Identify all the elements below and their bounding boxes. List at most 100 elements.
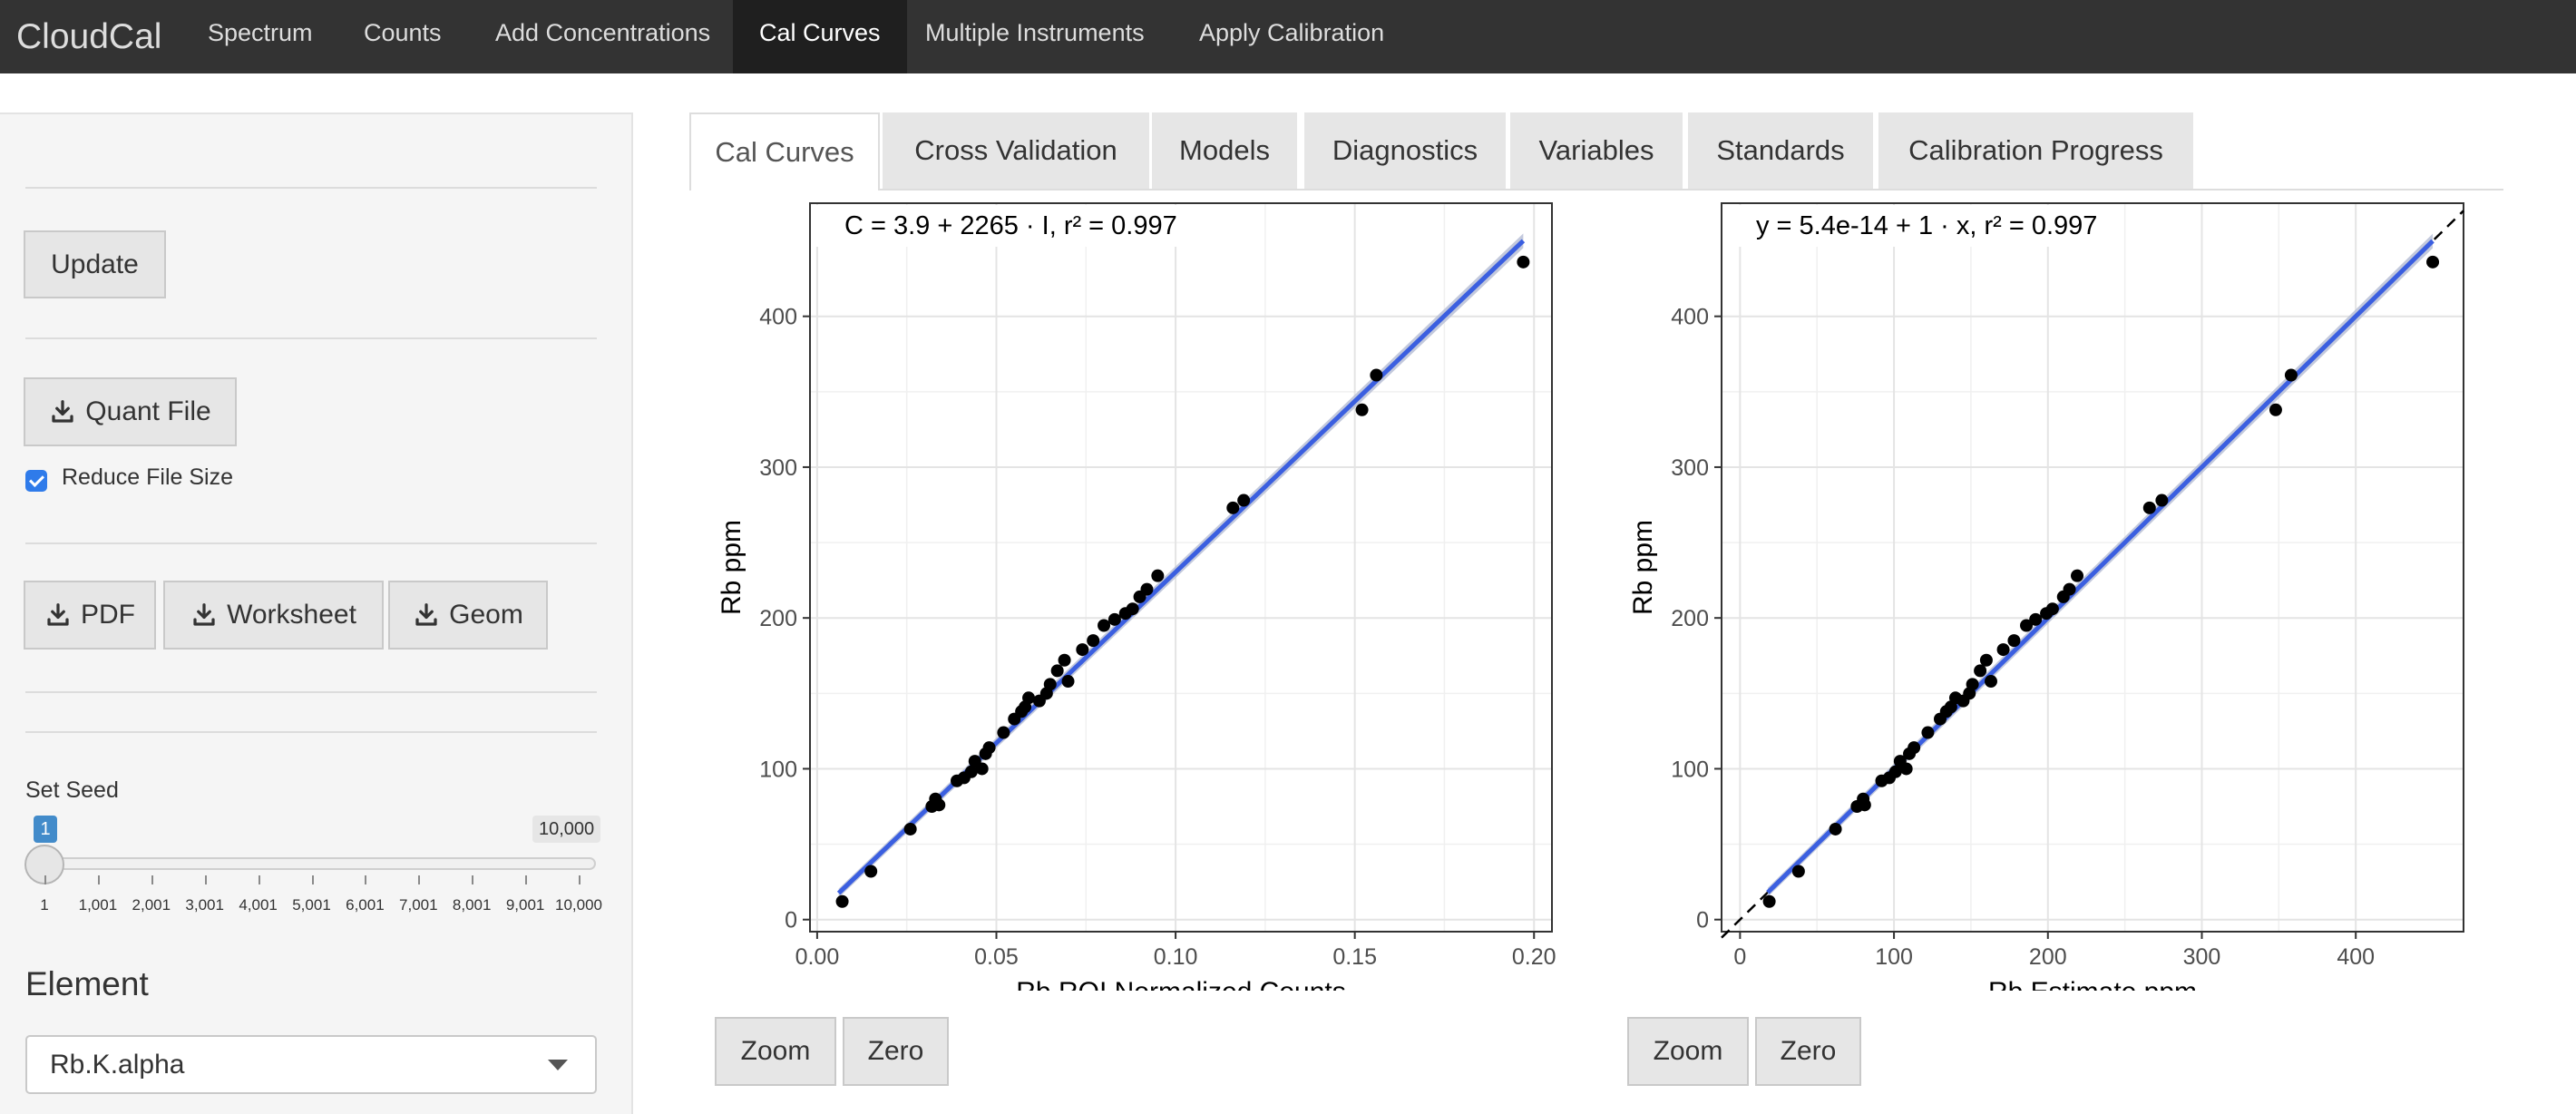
tab-models[interactable]: Models <box>1152 112 1297 189</box>
x-tick-label: 0.15 <box>1332 944 1377 970</box>
data-point <box>1858 798 1871 812</box>
y-tick-label: 200 <box>759 606 797 631</box>
seed-slider-track[interactable] <box>38 857 596 870</box>
x-tick-label: 100 <box>1875 944 1913 970</box>
data-point <box>2284 368 2298 382</box>
nav-counts[interactable]: Counts <box>364 19 442 46</box>
divider <box>25 187 597 189</box>
data-point <box>1061 675 1075 689</box>
x-tick-label: 0.05 <box>974 944 1019 970</box>
slider-tick <box>258 875 260 884</box>
validation-plot[interactable]: 0 100 200 300 400 0 100 200 300 400 y = 5.4e-14 + … <box>1619 192 2472 991</box>
slider-tick-label: 3,001 <box>185 896 224 914</box>
slider-tick <box>579 875 581 884</box>
update-button[interactable]: Update <box>24 230 166 298</box>
data-point <box>964 765 978 778</box>
data-point <box>1921 726 1935 739</box>
data-point <box>2142 501 2156 514</box>
zoom-button-1[interactable]: Zoom <box>715 1017 836 1086</box>
equation-background <box>812 205 1211 247</box>
slider-tick-label: 9,001 <box>505 896 545 914</box>
data-point <box>975 762 989 776</box>
divider <box>25 337 597 339</box>
data-point <box>1899 762 1913 776</box>
data-point <box>997 726 1010 739</box>
worksheet-button[interactable]: Worksheet <box>163 581 384 650</box>
pdf-button[interactable]: PDF <box>24 581 156 650</box>
y-tick-label: 0 <box>785 908 797 933</box>
calibration-curve-plot[interactable]: 0 100 200 300 400 0.00 0.05 0.10 0.15 0.20 C = 3.9… <box>707 192 1560 991</box>
data-point <box>932 798 946 812</box>
divider <box>25 731 597 733</box>
data-point <box>1107 612 1121 626</box>
x-axis-label: Rb Estimate ppm <box>1988 977 2197 991</box>
slider-tick <box>204 875 207 884</box>
download-icon <box>52 400 73 423</box>
plot-panel <box>1722 203 2464 932</box>
slider-tick <box>365 875 367 884</box>
tab-cross-validation[interactable]: Cross Validation <box>883 112 1149 189</box>
slider-tick <box>311 875 314 884</box>
y-tick-label: 100 <box>759 757 797 782</box>
data-point <box>1237 493 1251 507</box>
data-point <box>1888 765 1902 778</box>
worksheet-label: Worksheet <box>227 600 356 630</box>
nav-multiple-instruments[interactable]: Multiple Instruments <box>925 19 1145 46</box>
data-point <box>864 865 878 878</box>
slider-tick-label: 7,001 <box>399 896 438 914</box>
nav-cal-curves[interactable]: Cal Curves <box>733 0 907 73</box>
tab-diagnostics[interactable]: Diagnostics <box>1304 112 1506 189</box>
element-select[interactable]: Rb.K.alpha <box>25 1035 597 1094</box>
tab-cal-curves[interactable]: Cal Curves <box>689 112 880 191</box>
data-point <box>903 822 917 836</box>
tab-calibration-progress[interactable]: Calibration Progress <box>1878 112 2193 189</box>
data-point <box>1974 664 1987 678</box>
data-point <box>1151 569 1165 582</box>
x-axis-label: Rb ROI Normalized Counts <box>1016 977 1345 991</box>
download-icon <box>47 603 69 626</box>
zero-button-1[interactable]: Zero <box>843 1017 949 1086</box>
slider-tick-label: 8,001 <box>452 896 492 914</box>
divider <box>25 542 597 544</box>
nav-add-concentrations[interactable]: Add Concentrations <box>495 19 711 46</box>
nav-apply-calibration[interactable]: Apply Calibration <box>1199 19 1385 46</box>
data-point <box>835 894 849 908</box>
plot-border <box>809 202 1553 933</box>
navbar: CloudCal Spectrum Counts Add Concentrati… <box>0 0 2576 73</box>
tab-standards[interactable]: Standards <box>1688 112 1873 189</box>
data-point <box>1762 894 1776 908</box>
x-tick-label: 400 <box>2337 944 2375 970</box>
reduce-file-size-checkbox[interactable] <box>25 470 47 492</box>
data-point <box>1098 619 1111 632</box>
fit-equation: y = 5.4e-14 + 1 · x, r² = 0.997 <box>1756 211 2097 240</box>
data-point <box>1829 822 1842 836</box>
slider-tick-label: 2,001 <box>132 896 171 914</box>
x-tick-label: 0.20 <box>1512 944 1556 970</box>
slider-tick <box>472 875 474 884</box>
equation-background <box>1723 205 2122 247</box>
zero-button-2[interactable]: Zero <box>1755 1017 1861 1086</box>
data-point <box>1043 678 1057 691</box>
zoom-button-2[interactable]: Zoom <box>1627 1017 1749 1086</box>
slider-tick-label: 1 <box>40 896 49 914</box>
data-point <box>1226 501 1240 514</box>
brand-logo[interactable]: CloudCal <box>16 17 162 56</box>
data-point <box>982 741 996 755</box>
nav-spectrum[interactable]: Spectrum <box>208 19 313 46</box>
y-tick-label: 300 <box>1671 455 1709 481</box>
y-axis-label: Rb ppm <box>1628 520 1658 615</box>
tab-variables[interactable]: Variables <box>1510 112 1683 189</box>
data-point <box>1996 643 2010 657</box>
data-point <box>1022 691 1036 705</box>
data-point <box>1984 675 1997 689</box>
y-tick-label: 0 <box>1696 908 1709 933</box>
pdf-label: PDF <box>81 600 135 630</box>
geom-button[interactable]: Geom <box>388 581 548 650</box>
x-tick-label: 300 <box>2183 944 2221 970</box>
data-point <box>1126 602 1139 616</box>
download-icon <box>415 603 437 626</box>
y-tick-label: 200 <box>1671 606 1709 631</box>
quant-file-button[interactable]: Quant File <box>24 377 237 446</box>
data-point <box>2063 582 2076 596</box>
data-point <box>2269 403 2282 416</box>
